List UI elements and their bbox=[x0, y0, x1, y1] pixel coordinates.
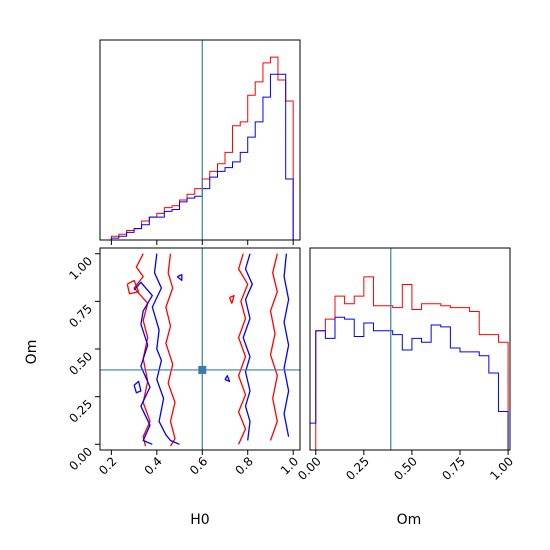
contour-red bbox=[269, 253, 278, 441]
contour-y-tick-label: 1.00 bbox=[66, 254, 95, 283]
truth-marker bbox=[198, 365, 207, 374]
contour-blue bbox=[176, 274, 183, 282]
contour-x-tick-label: 0.2 bbox=[96, 454, 119, 477]
histogram-om-x-tick-label: 0.75 bbox=[439, 454, 468, 483]
contour-frame bbox=[99, 247, 301, 451]
contour-blue bbox=[133, 380, 142, 394]
contour-x-tick-label: 0.8 bbox=[232, 454, 255, 477]
contour-red bbox=[237, 253, 249, 445]
y-axis-label-om: Om bbox=[24, 340, 40, 365]
contour-x-tick-label: 0.6 bbox=[187, 454, 210, 477]
contour-blue bbox=[151, 253, 180, 445]
contour-y-tick-label: 0.25 bbox=[66, 397, 95, 426]
contour-red bbox=[165, 253, 176, 447]
contour-x-tick-label: 0.4 bbox=[142, 454, 165, 477]
histogram-h0-frame bbox=[99, 39, 301, 241]
histogram-om-x-tick-label: 1.00 bbox=[487, 454, 516, 483]
histogram-om-panel: 0.00 0.25 0.50 0.75 1.00 bbox=[295, 247, 516, 483]
contour-blue bbox=[133, 281, 153, 445]
histogram-om-x-tick-label: 0.00 bbox=[295, 454, 324, 483]
contour-blue bbox=[224, 375, 231, 383]
contour-lines bbox=[126, 253, 290, 447]
x-axis-label-h0: H0 bbox=[190, 512, 209, 528]
contour-y-tick-label: 0.50 bbox=[66, 349, 95, 378]
contour-red bbox=[228, 294, 235, 304]
histogram-om-x-tick-label: 0.25 bbox=[343, 454, 372, 483]
histogram-blue-series bbox=[309, 316, 509, 450]
contour-blue bbox=[283, 253, 290, 437]
histogram-red-series bbox=[310, 276, 509, 451]
contour-red bbox=[133, 253, 151, 447]
histogram-h0-panel bbox=[99, 39, 301, 245]
histogram-om-frame bbox=[309, 247, 511, 451]
contour-blue bbox=[242, 253, 253, 441]
x-axis-label-om: Om bbox=[397, 512, 422, 528]
contour-red bbox=[126, 279, 140, 295]
contour-y-tick-label: 0.00 bbox=[66, 445, 95, 474]
contour-h0-om-panel: 0.2 0.4 0.6 0.8 1.00.000.250.500.751.00 bbox=[66, 247, 301, 478]
histogram-om-x-tick-label: 0.50 bbox=[391, 454, 420, 483]
contour-y-tick-label: 0.75 bbox=[66, 302, 95, 331]
